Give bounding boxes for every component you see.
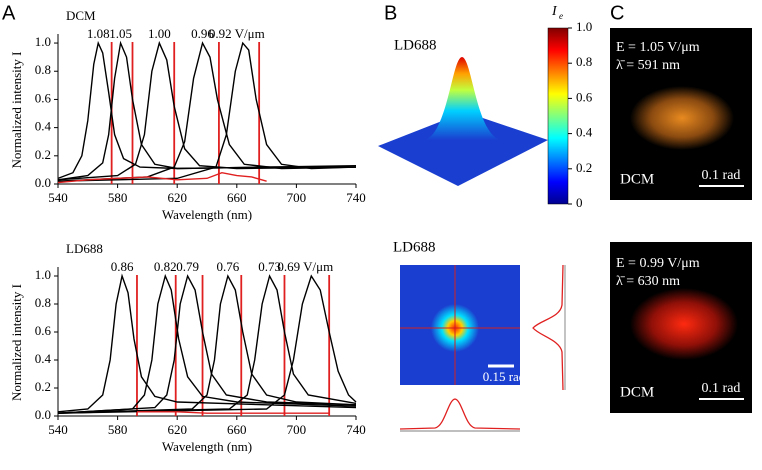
peak-label: 0.92 V/μm (209, 26, 265, 41)
photo-glow (630, 288, 738, 360)
surface-base (378, 112, 548, 186)
dye-label: DCM (620, 171, 654, 187)
x-tick-label: 740 (346, 422, 366, 437)
y-tick-label: 1.0 (35, 267, 51, 282)
y-tick-label: 0.6 (35, 90, 52, 105)
colorbar-label: I (551, 4, 558, 19)
x-tick-label: 660 (227, 190, 247, 205)
spectrum (57, 273, 357, 413)
x-tick-label: 540 (48, 422, 68, 437)
dye-label: DCM (620, 384, 654, 400)
colorbar-tick-label: 0 (576, 195, 583, 210)
y-tick-label: 0.0 (35, 175, 51, 190)
surface-title: LD688 (394, 37, 437, 53)
spectrum (136, 411, 330, 414)
peak-label: 0.69 V/μm (277, 259, 333, 274)
panel-label: B (384, 2, 397, 24)
y-tick-label: 0.0 (35, 407, 51, 422)
profile-y (532, 264, 564, 391)
colorbar-label-sub: e (559, 11, 563, 21)
x-tick-label: 580 (108, 190, 128, 205)
surface-peak (425, 57, 500, 140)
x-tick-label: 620 (167, 422, 187, 437)
peak-label: 0.79 (176, 259, 199, 274)
x-tick-label: 620 (167, 190, 187, 205)
peak-label: 0.96 (191, 26, 214, 41)
colorbar-tick-label: 0.8 (576, 54, 592, 69)
chart-title: DCM (66, 8, 96, 23)
y-tick-label: 0.4 (35, 351, 52, 366)
y-tick-label: 0.6 (35, 323, 52, 338)
spectrum (57, 41, 357, 182)
colorbar-tick-label: 0.6 (576, 89, 593, 104)
spectrum (57, 273, 357, 414)
peak-label: 1.00 (148, 26, 171, 41)
colorbar-tick-label: 0.4 (576, 125, 593, 140)
colorbar (547, 27, 569, 205)
field-label: E = 1.05 V/μm (616, 40, 700, 55)
y-tick-label: 0.4 (35, 119, 52, 134)
y-tick-label: 0.2 (35, 379, 51, 394)
x-tick-label: 700 (287, 422, 307, 437)
spectrum (57, 40, 357, 180)
x-axis-label: Wavelength (nm) (162, 207, 252, 222)
y-axis-label: Normalized intensity I (9, 52, 24, 169)
photo-glow (630, 86, 734, 150)
spectrum (57, 40, 356, 181)
y-tick-label: 0.2 (35, 147, 51, 162)
peak-label: 1.05 (109, 26, 132, 41)
panel-label: C (610, 2, 624, 24)
peak-label: 0.82 (154, 259, 177, 274)
spectrum (57, 40, 357, 181)
panel-label: A (2, 2, 16, 24)
image-title: LD688 (393, 239, 436, 255)
scale-bar-label: 0.1 rad (702, 381, 741, 396)
peak-label: 0.73 (258, 259, 281, 274)
x-axis-label: Wavelength (nm) (162, 439, 252, 454)
chart-title: LD688 (66, 241, 103, 256)
spectrum (57, 274, 357, 414)
x-tick-label: 660 (227, 422, 247, 437)
spectrum (57, 274, 357, 414)
y-axis-label: Normalized intensity I (9, 284, 24, 401)
y-tick-label: 0.8 (35, 295, 51, 310)
y-tick-label: 0.8 (35, 62, 51, 77)
wavelength-label: λ̄ = 591 nm (616, 58, 680, 73)
spectrum (57, 41, 357, 182)
scale-bar-label: 0.1 rad (702, 168, 741, 183)
x-tick-label: 580 (108, 422, 128, 437)
colorbar-tick-label: 1.0 (576, 19, 592, 34)
spectrum (57, 274, 357, 414)
peak-label: 0.86 (111, 259, 134, 274)
peak-label: 0.76 (216, 259, 239, 274)
scale-bar-label: 0.15 rad (483, 369, 526, 384)
x-tick-label: 740 (346, 190, 366, 205)
x-tick-label: 700 (287, 190, 307, 205)
profile-x (399, 398, 521, 430)
spectrum (57, 274, 357, 414)
colorbar-tick-label: 0.2 (576, 160, 592, 175)
y-tick-label: 1.0 (35, 34, 51, 49)
x-tick-label: 540 (48, 190, 68, 205)
spectrum (57, 171, 267, 184)
field-label: E = 0.99 V/μm (616, 256, 700, 271)
peak-label: 1.08 (87, 26, 110, 41)
wavelength-label: λ̄ = 630 nm (616, 274, 680, 289)
